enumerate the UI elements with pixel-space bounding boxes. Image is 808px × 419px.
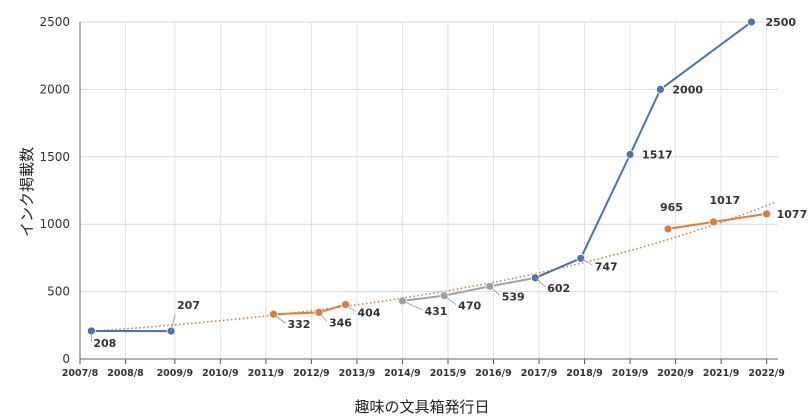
x-tick-label: 2020/9 bbox=[657, 368, 694, 379]
data-label: 747 bbox=[595, 260, 618, 273]
data-point bbox=[656, 85, 665, 94]
data-label: 207 bbox=[177, 299, 200, 312]
data-point bbox=[762, 209, 772, 219]
data-label: 1017 bbox=[710, 194, 741, 207]
y-tick-label: 1000 bbox=[39, 217, 70, 231]
x-tick-label: 2010/9 bbox=[202, 368, 239, 379]
x-tick-label: 2019/9 bbox=[612, 368, 649, 379]
x-tick-label: 2008/8 bbox=[107, 368, 144, 379]
x-tick-label: 2007/8 bbox=[62, 368, 99, 379]
y-tick-label: 2000 bbox=[39, 82, 70, 96]
trendline-layer bbox=[91, 201, 775, 333]
data-label-leader bbox=[534, 277, 546, 288]
data-label-leader bbox=[443, 295, 457, 305]
data-label-leader bbox=[345, 304, 356, 312]
trendline bbox=[91, 201, 775, 333]
x-tick-label: 2017/9 bbox=[521, 368, 558, 379]
data-label: 602 bbox=[547, 282, 570, 295]
data-label: 2000 bbox=[672, 83, 703, 96]
data-label-leader bbox=[402, 300, 423, 311]
x-tick-label: 2013/9 bbox=[339, 368, 376, 379]
data-label: 965 bbox=[660, 201, 683, 214]
y-tick-label: 0 bbox=[62, 352, 70, 366]
x-tick-label: 2015/9 bbox=[430, 368, 467, 379]
data-label-leader bbox=[580, 257, 593, 266]
data-label-leader bbox=[318, 312, 328, 322]
data-label: 208 bbox=[93, 337, 116, 350]
data-point bbox=[663, 224, 673, 234]
x-tick-label: 2011/9 bbox=[248, 368, 285, 379]
y-axis-title: インク掲載数 bbox=[18, 147, 36, 237]
x-tick-label: 2022/9 bbox=[748, 368, 785, 379]
data-point bbox=[625, 150, 635, 159]
x-tick-label: 2014/9 bbox=[384, 368, 421, 379]
data-label-leader bbox=[273, 313, 286, 324]
data-label: 1077 bbox=[777, 208, 808, 221]
series-layer bbox=[86, 17, 772, 336]
x-tick-label: 2009/9 bbox=[157, 368, 194, 379]
x-tick-label: 2018/9 bbox=[566, 368, 603, 379]
data-label: 346 bbox=[329, 316, 352, 329]
data-label: 539 bbox=[502, 290, 525, 303]
x-axis-title: 趣味の文具箱発行日 bbox=[354, 398, 489, 416]
x-tick-label: 2021/9 bbox=[703, 368, 740, 379]
data-label: 332 bbox=[287, 318, 310, 331]
data-label: 404 bbox=[358, 307, 381, 320]
data-label-leader bbox=[170, 314, 176, 332]
series-line-1 bbox=[273, 303, 346, 316]
y-tick-label: 1500 bbox=[39, 150, 70, 164]
data-point bbox=[709, 217, 718, 227]
data-label: 2500 bbox=[765, 16, 796, 29]
y-tick-label: 2500 bbox=[39, 15, 70, 29]
data-point bbox=[747, 17, 756, 27]
y-tick-label: 500 bbox=[47, 285, 70, 299]
data-label-layer: 208 207 332 346 404 431 470 539 602 747 1517 2000 25… bbox=[90, 16, 808, 350]
x-tick-label: 2016/9 bbox=[475, 368, 512, 379]
axes: 0 500 1000 1500 2000 2500 2007/8 2008/8 2009/9 20… bbox=[39, 15, 784, 379]
x-tick-label: 2012/9 bbox=[293, 368, 330, 379]
series-line-2 bbox=[402, 276, 536, 302]
data-label: 1517 bbox=[642, 149, 673, 162]
data-label: 470 bbox=[458, 300, 481, 313]
data-label: 431 bbox=[424, 305, 447, 318]
data-label-leader bbox=[489, 286, 500, 296]
